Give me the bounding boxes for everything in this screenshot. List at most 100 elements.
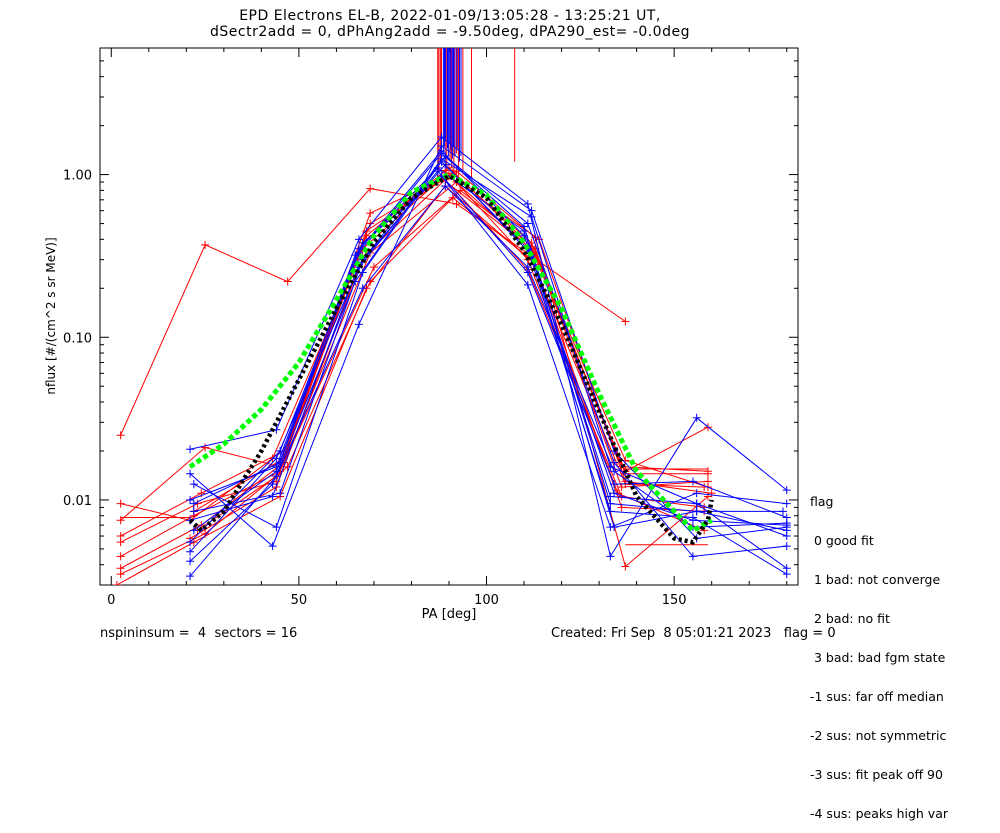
data-point-plus [703, 467, 712, 476]
series-line [189, 167, 787, 569]
legend-item: 3 bad: bad fgm state [810, 650, 946, 665]
data-point-plus [621, 562, 630, 571]
data-point-plus [441, 182, 450, 191]
data-point-plus [610, 467, 619, 476]
data-point-plus [606, 462, 615, 471]
series-line [120, 188, 626, 436]
data-point-plus [116, 499, 125, 508]
data-point-plus [606, 499, 615, 508]
fit-curve-black [188, 173, 714, 545]
data-point-plus [116, 552, 125, 561]
data-point-plus [707, 489, 716, 498]
data-point-plus [437, 149, 446, 158]
data-point-plus [186, 538, 195, 547]
x-tick-label: 100 [474, 593, 499, 608]
data-point-plus [782, 532, 791, 541]
data-point-plus [692, 413, 701, 422]
series-line [197, 170, 709, 568]
data-point-plus [116, 431, 125, 440]
data-point-plus [782, 519, 791, 528]
data-point-plus [186, 572, 195, 581]
data-point-plus [778, 507, 787, 516]
data-point-plus [692, 507, 701, 516]
data-point-plus [354, 248, 363, 257]
data-point-plus [610, 489, 619, 498]
data-point-plus [189, 480, 198, 489]
data-point-plus [366, 209, 375, 218]
data-point-plus [358, 284, 367, 293]
data-point-plus [441, 160, 450, 169]
data-point-plus [358, 238, 367, 247]
flag-legend: flag 0 good fit 1 bad: not converge 2 ba… [810, 469, 948, 833]
y-tick-label: 1.00 [63, 169, 92, 184]
footer-spin-info: nspininsum = 4 sectors = 16 [100, 626, 298, 641]
y-axis-label: nflux [#/(cm^2 s sr MeV)] [44, 237, 58, 394]
data-point-plus [276, 489, 285, 498]
legend-title: flag [810, 494, 834, 509]
data-point-plus [186, 557, 195, 566]
data-point-plus [527, 212, 536, 221]
data-point-plus [606, 523, 615, 532]
data-point-plus [354, 235, 363, 244]
legend-item: -1 sus: far off median [810, 689, 944, 704]
data-point-plus [283, 462, 292, 471]
data-point-plus [703, 492, 712, 501]
footer-created: Created: Fri Sep 8 05:01:21 2023 flag = … [551, 626, 836, 641]
data-point-plus [272, 472, 281, 481]
data-point-plus [692, 499, 701, 508]
data-point-plus [782, 542, 791, 551]
data-point-plus [189, 499, 198, 508]
data-point-plus [523, 199, 532, 208]
x-tick-label: 0 [107, 593, 115, 608]
series-line [193, 152, 783, 512]
data-point-plus [276, 458, 285, 467]
data-point-plus [782, 499, 791, 508]
data-point-plus [112, 581, 121, 585]
data-point-plus [189, 507, 198, 516]
data-point-plus [272, 454, 281, 463]
series-line [189, 163, 787, 531]
y-tick-label: 0.01 [63, 494, 92, 509]
series-line [189, 170, 787, 553]
data-point-plus [201, 240, 210, 249]
chart-subtitle: dSectr2add = 0, dPhAng2add = -9.50deg, d… [210, 24, 690, 40]
data-point-plus [268, 492, 277, 501]
data-point-plus [201, 443, 210, 452]
legend-item: -4 sus: peaks high var [810, 806, 949, 821]
data-point-plus [523, 280, 532, 289]
data-point-plus [456, 186, 465, 195]
data-point-plus [369, 263, 378, 272]
data-point-plus [358, 268, 367, 277]
y-tick-label: 0.10 [63, 331, 92, 346]
x-tick-label: 150 [662, 593, 687, 608]
data-point-plus [692, 489, 701, 498]
data-marks [112, 48, 791, 585]
data-point-plus [186, 495, 195, 504]
chart-plot: 0 50 100 150 0.01 0.10 1.00 PA [deg] nflux [#/… [44, 47, 799, 622]
x-tick-label: 50 [291, 593, 308, 608]
legend-item: 0 good fit [810, 533, 874, 548]
data-point-plus [366, 219, 375, 228]
series-line [189, 158, 787, 562]
data-point-plus [448, 193, 457, 202]
data-point-plus [688, 477, 697, 486]
data-point-plus [116, 538, 125, 547]
legend-item: -3 sus: fit peak off 90 [810, 767, 943, 782]
series-line [120, 197, 705, 575]
data-point-plus [520, 222, 529, 231]
data-point-plus [366, 184, 375, 193]
data-point-plus [688, 516, 697, 525]
legend-item: -2 sus: not symmetric [810, 728, 947, 743]
series-group [112, 48, 791, 585]
data-point-plus [186, 445, 195, 454]
data-point-plus [354, 320, 363, 329]
data-point-plus [433, 167, 442, 176]
data-point-plus [268, 542, 277, 551]
legend-item: 2 bad: no fit [810, 611, 890, 626]
axis-ticks: 0 50 100 150 0.01 0.10 1.00 [63, 48, 798, 608]
data-point-plus [186, 547, 195, 556]
data-point-plus [116, 516, 125, 525]
series-line [193, 160, 787, 575]
x-axis-label: PA [deg] [422, 607, 477, 622]
data-point-plus [782, 570, 791, 579]
